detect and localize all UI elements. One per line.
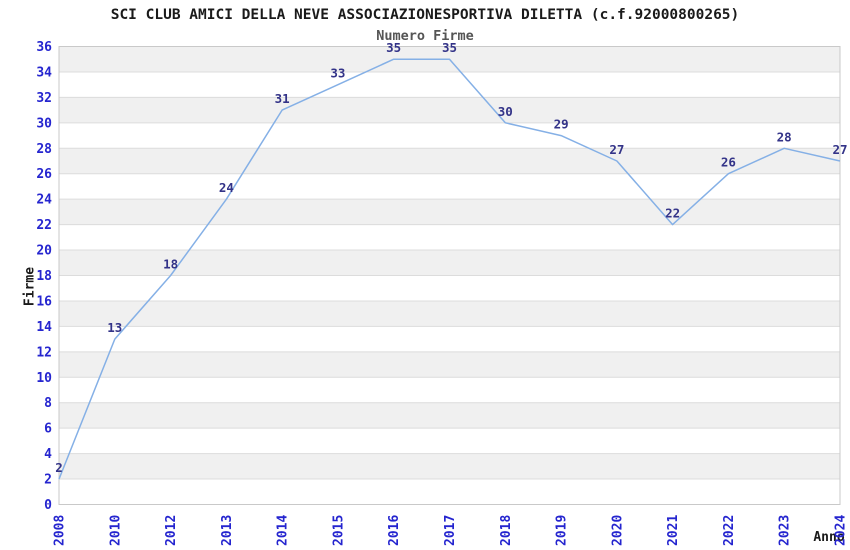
- x-tick-label: 2015: [331, 515, 346, 546]
- x-tick-label: 2013: [220, 515, 235, 546]
- data-label: 26: [721, 155, 736, 170]
- x-tick-label: 2022: [722, 515, 737, 546]
- y-tick-label: 18: [36, 269, 52, 284]
- data-line: [58, 58, 841, 480]
- data-label: 28: [777, 129, 792, 144]
- data-label: 31: [275, 91, 290, 106]
- data-label: 35: [442, 40, 457, 55]
- x-tick-label: 2008: [53, 515, 68, 546]
- x-tick-label: 2017: [443, 515, 458, 546]
- plot-band: [59, 300, 840, 327]
- y-tick-label: 0: [44, 498, 52, 513]
- y-tick-label: 30: [36, 116, 52, 131]
- data-label: 35: [386, 40, 401, 55]
- plot-band: [59, 97, 840, 123]
- chart-subtitle: Numero Firme: [376, 28, 474, 44]
- x-tick-label: 2020: [610, 515, 625, 546]
- chart-title: SCI CLUB AMICI DELLA NEVE ASSOCIAZIONESP…: [110, 7, 740, 23]
- x-tick-label: 2024: [834, 515, 849, 546]
- y-tick-label: 4: [44, 447, 52, 462]
- y-tick-label: 20: [36, 244, 52, 259]
- data-label: 30: [498, 104, 513, 119]
- y-tick-label: 34: [36, 65, 52, 80]
- plot-band: [59, 402, 840, 429]
- plot-band: [59, 199, 840, 225]
- data-label: 33: [330, 66, 345, 81]
- x-tick-label: 2016: [387, 515, 402, 546]
- y-tick-label: 26: [36, 167, 52, 182]
- y-tick-label: 10: [36, 371, 52, 386]
- plot-band: [59, 148, 840, 174]
- data-label: 27: [832, 142, 847, 157]
- data-label: 27: [609, 142, 624, 157]
- y-tick-label: 36: [36, 40, 52, 55]
- y-tick-label: 24: [36, 193, 52, 208]
- y-tick-label: 22: [36, 218, 52, 233]
- y-tick-label: 6: [44, 422, 52, 437]
- plot-band: [59, 250, 840, 276]
- data-label: 18: [163, 257, 178, 272]
- y-tick-label: 16: [36, 294, 52, 309]
- y-tick-label: 12: [36, 345, 52, 360]
- x-tick-label: 2014: [276, 515, 291, 546]
- y-tick-label: 14: [36, 320, 52, 335]
- x-tick-label: 2012: [164, 515, 179, 546]
- plot-band: [59, 453, 840, 480]
- x-axis-label: Anno: [813, 530, 845, 545]
- x-tick-label: 2023: [778, 515, 793, 546]
- data-label: 24: [219, 180, 234, 195]
- x-tick-label: 2021: [666, 515, 681, 546]
- plot-band: [59, 351, 840, 378]
- x-tick-label: 2018: [499, 515, 514, 546]
- data-label: 22: [665, 206, 680, 221]
- data-label: 2: [55, 460, 63, 475]
- y-tick-label: 8: [44, 396, 52, 411]
- plot-border: [58, 46, 841, 505]
- y-tick-label: 28: [36, 142, 52, 157]
- y-tick-label: 2: [44, 473, 52, 488]
- y-tick-label: 32: [36, 91, 52, 106]
- x-tick-label: 2019: [555, 515, 570, 546]
- data-label: 13: [107, 320, 122, 335]
- x-tick-label: 2010: [108, 515, 123, 546]
- data-label: 29: [554, 117, 569, 132]
